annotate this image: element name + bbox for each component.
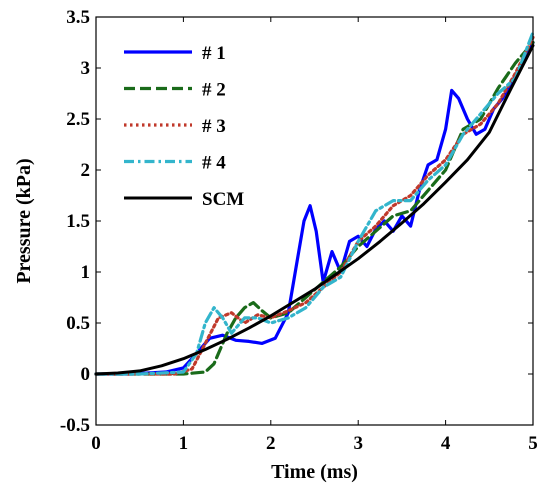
series-line-4: [94, 30, 535, 376]
legend-label-3: # 3: [202, 116, 226, 137]
y-tick-label: 0.5: [66, 313, 90, 334]
y-axis-label: Pressure (kPa): [13, 158, 35, 283]
legend-label-2: # 2: [202, 80, 226, 101]
axis-ticks: 0 1 2 3 4 5-0.500.511.522.533.5: [60, 7, 538, 454]
y-tick-label: 2.5: [66, 109, 90, 130]
legend: # 1 # 2 # 3 # 4 SCM: [124, 43, 244, 210]
x-tick-label: 3: [353, 433, 363, 454]
x-tick-label: 2: [266, 433, 276, 454]
legend-label-5: SCM: [202, 189, 244, 210]
y-tick-label: 1.5: [66, 211, 90, 232]
x-tick-label: 0: [91, 433, 101, 454]
series-line-5: [94, 44, 535, 376]
y-tick-label: 1: [81, 262, 91, 283]
y-tick-label: 3.5: [66, 7, 90, 28]
series-layer: [94, 30, 535, 376]
y-tick-label: 3: [81, 58, 91, 79]
y-tick-label: 0: [81, 364, 91, 385]
y-tick-label: -0.5: [60, 415, 90, 436]
x-tick-label: 4: [441, 433, 451, 454]
y-tick-label: 2: [81, 160, 91, 181]
x-tick-label: 5: [528, 433, 538, 454]
legend-label-1: # 1: [202, 43, 226, 64]
legend-label-4: # 4: [202, 153, 226, 174]
x-tick-label: 1: [179, 433, 189, 454]
x-axis-label: Time (ms): [271, 461, 358, 483]
